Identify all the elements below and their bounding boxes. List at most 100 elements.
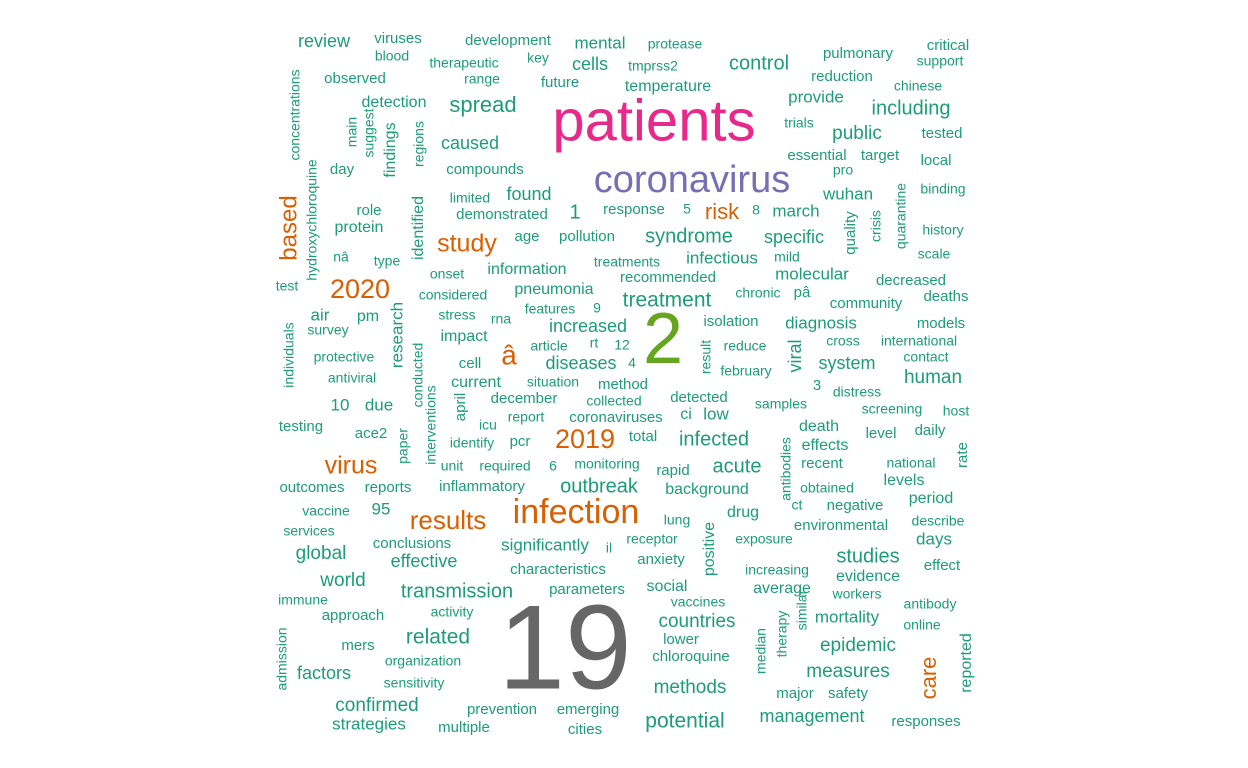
word-result-123: result [698, 340, 714, 374]
word-services-180: services [283, 523, 334, 539]
word-april-133: april [452, 393, 469, 421]
word-based-10: based [275, 195, 302, 260]
word-studies-193: studies [836, 545, 899, 567]
word-pcr-153: pcr [510, 433, 531, 450]
word-tmprss2-26: tmprss2 [628, 58, 678, 74]
word-models-103: models [917, 315, 965, 332]
word-antibodies-156: antibodies [778, 437, 794, 501]
word-unit-159: unit [441, 458, 464, 474]
word-information-83: information [487, 261, 566, 278]
word-hydroxychloroquine-54: hydroxychloroquine [304, 159, 320, 281]
word-diseases-117: diseases [545, 353, 616, 373]
word-increased-106: increased [549, 316, 627, 336]
word-international-109: international [881, 333, 957, 349]
word-emerging-232: emerging [557, 701, 620, 718]
word-level-147: level [866, 425, 897, 442]
word-screening-138: screening [862, 401, 923, 417]
word-range-30: range [464, 71, 500, 87]
word-role-67: role [356, 202, 381, 219]
word-cell-122: cell [459, 355, 482, 372]
word-rt-111: rt [590, 335, 599, 351]
word-decreased-86: decreased [876, 272, 946, 289]
word-viruses-16: viruses [374, 30, 422, 47]
word-potential-234: potential [645, 710, 724, 733]
word-mental-18: mental [574, 33, 625, 52]
word-risk-12: risk [705, 199, 740, 224]
word-evidence-198: evidence [836, 568, 900, 585]
word-host-139: host [943, 403, 970, 419]
word-vaccines-206: vaccines [671, 594, 725, 610]
word-negative-179: negative [827, 497, 884, 514]
word-therapeutic-23: therapeutic [429, 55, 498, 71]
word-protease-19: protease [648, 36, 703, 52]
word-blood-22: blood [375, 48, 409, 64]
word-provide-35: provide [788, 87, 844, 106]
word-crisis-66: crisis [868, 210, 884, 242]
word-cells-25: cells [572, 54, 608, 74]
word-organization-224: organization [385, 653, 461, 669]
word-reports-168: reports [365, 479, 412, 496]
word-4-118: 4 [628, 355, 636, 371]
word-survey-104: survey [307, 322, 348, 338]
word-acute-164: acute [713, 455, 762, 477]
word-molecular-84: molecular [775, 264, 849, 283]
word-pneumonia-89: pneumonia [514, 281, 593, 298]
word-rna-100: rna [491, 311, 511, 327]
word-required-160: required [479, 458, 530, 474]
word-care-13: care [916, 657, 941, 700]
word-february-124: february [720, 363, 771, 379]
word-inflammatory-169: inflammatory [439, 478, 525, 495]
word-period-174: period [909, 490, 953, 507]
word-outbreak-170: outbreak [560, 475, 639, 497]
word-public-47: public [832, 123, 882, 144]
word-specific-74: specific [764, 227, 824, 247]
word-march-64: march [772, 201, 819, 220]
word-report-144: report [508, 409, 545, 425]
word-method-128: method [598, 376, 648, 393]
word-lung-181: lung [664, 512, 690, 528]
word-essential-49: essential [787, 147, 846, 164]
word-measures-225: measures [806, 661, 889, 682]
word-median-217: median [753, 628, 769, 674]
word-control-27: control [729, 52, 789, 74]
word-binding-58: binding [920, 181, 965, 197]
word-key-24: key [527, 50, 549, 66]
word-positive-182: positive [701, 522, 718, 576]
word-rate-158: rate [954, 442, 971, 468]
word-system-119: system [818, 353, 875, 373]
word-caused-46: caused [441, 133, 499, 153]
word-collected-135: collected [586, 393, 641, 409]
word-deaths-92: deaths [923, 288, 968, 305]
word-increasing-197: increasing [745, 562, 809, 578]
word-concentrations-41: concentrations [287, 69, 303, 160]
word-similar-210: similar [794, 589, 810, 630]
word-virus-9: virus [325, 452, 378, 480]
word-9-94: 9 [593, 300, 601, 316]
word-mortality-211: mortality [815, 607, 880, 626]
word-main-42: main [344, 117, 360, 147]
word-stress-98: stress [438, 307, 475, 323]
word-antiviral-120: antiviral [328, 370, 376, 386]
word-factors-223: factors [297, 663, 351, 683]
word-history-75: history [922, 222, 963, 238]
word-effective-194: effective [391, 551, 458, 571]
word-individuals-105: individuals [281, 322, 297, 387]
word-significantly-190: significantly [501, 535, 589, 554]
word-describe-184: describe [912, 513, 965, 529]
word-development-17: development [465, 32, 552, 49]
word-daily-148: daily [915, 422, 946, 439]
word-average-201: average [753, 580, 811, 597]
word-confirmed-230: confirmed [335, 695, 418, 716]
word-6-161: 6 [549, 458, 557, 474]
word-identified-70: identified [410, 196, 427, 260]
word-pollution-72: pollution [559, 228, 615, 245]
word-therapy-216: therapy [774, 611, 790, 658]
word-due-132: due [365, 395, 393, 414]
word-total-154: total [629, 428, 657, 445]
word-local-48: local [921, 152, 952, 169]
word-obtained-172: obtained [800, 480, 854, 496]
word-coronaviruses-145: coronaviruses [569, 409, 662, 426]
word-mild-79: mild [774, 249, 800, 265]
word-current-126: current [451, 374, 501, 391]
word-test-87: test [276, 278, 299, 294]
